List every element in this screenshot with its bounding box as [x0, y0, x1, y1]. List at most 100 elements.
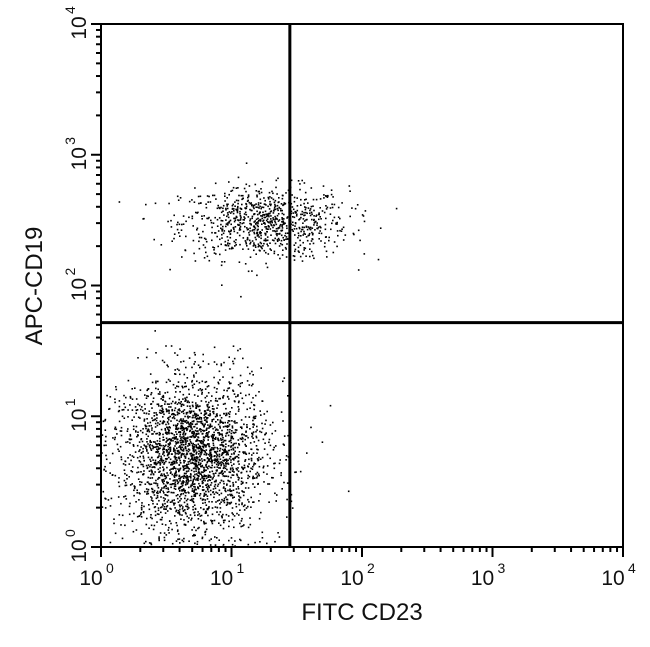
data-point [280, 474, 282, 477]
data-point [261, 427, 264, 430]
data-point [205, 412, 208, 414]
data-point [253, 501, 255, 503]
data-point [227, 489, 229, 492]
data-point [167, 453, 169, 456]
data-point [263, 242, 265, 245]
data-point [157, 456, 160, 458]
data-point [357, 229, 360, 232]
data-point [205, 449, 208, 451]
data-point [231, 376, 234, 379]
data-point [196, 229, 198, 231]
data-point [205, 433, 208, 435]
data-point [207, 490, 210, 493]
data-point [180, 448, 182, 451]
quadrant-gates [101, 24, 623, 547]
data-point [219, 425, 221, 428]
data-point [159, 467, 161, 469]
data-point [114, 474, 117, 477]
data-point [259, 493, 261, 495]
data-point [220, 464, 222, 467]
data-point [253, 408, 255, 411]
data-point [275, 445, 277, 447]
data-point [189, 499, 192, 501]
data-point [235, 413, 237, 415]
data-point [172, 467, 175, 470]
data-point [182, 453, 185, 456]
data-point [219, 472, 221, 474]
data-point [199, 195, 202, 198]
data-point [206, 435, 208, 438]
data-point [319, 198, 322, 200]
data-point [260, 188, 262, 190]
data-point [190, 469, 193, 472]
data-point [192, 386, 194, 389]
data-point [117, 496, 120, 498]
data-point [143, 420, 146, 422]
data-point [161, 506, 163, 508]
data-point [290, 179, 293, 182]
y-tick-exponent: 4 [62, 6, 78, 14]
data-point [209, 453, 211, 455]
data-point [206, 404, 208, 406]
data-point [244, 263, 247, 265]
data-point [191, 404, 194, 407]
data-point [162, 466, 164, 468]
data-point [274, 492, 276, 495]
data-point [179, 480, 181, 482]
data-point [175, 460, 178, 463]
data-point [156, 424, 159, 427]
data-point [173, 456, 176, 458]
data-point [224, 459, 227, 461]
data-point [203, 453, 206, 456]
data-point [156, 449, 159, 451]
data-point [283, 444, 285, 446]
data-point [229, 455, 232, 458]
data-point [225, 496, 227, 498]
data-point [136, 456, 139, 459]
data-point [195, 468, 197, 470]
data-point [193, 493, 196, 496]
data-point [100, 356, 102, 359]
data-point [226, 484, 228, 486]
data-point [203, 520, 205, 523]
data-point [243, 464, 246, 467]
data-point [241, 433, 243, 436]
data-point [204, 451, 207, 454]
data-point [361, 214, 364, 216]
data-point [181, 420, 184, 422]
data-point [303, 226, 306, 229]
data-point [156, 503, 158, 505]
data-point [151, 488, 154, 491]
data-point [310, 187, 313, 189]
data-point [205, 417, 208, 419]
data-point [230, 230, 232, 233]
data-point [312, 242, 315, 245]
data-point [266, 218, 269, 220]
data-point [245, 394, 247, 397]
data-point [182, 492, 185, 495]
data-point [304, 247, 307, 250]
data-point [118, 477, 120, 479]
data-point [305, 219, 307, 221]
data-point [146, 441, 148, 443]
data-point [225, 414, 227, 417]
data-point [228, 381, 230, 383]
data-point [185, 505, 187, 507]
data-point [162, 399, 164, 401]
data-point [104, 507, 107, 509]
data-point [191, 458, 194, 460]
data-point [286, 216, 289, 218]
data-point [158, 471, 160, 473]
data-point [310, 250, 313, 253]
data-point [228, 222, 230, 224]
data-point [174, 474, 177, 477]
data-point [181, 449, 184, 452]
data-point [145, 397, 148, 399]
data-point [269, 203, 271, 205]
data-point [171, 501, 173, 503]
data-point [195, 529, 197, 532]
data-point [185, 482, 187, 484]
data-point [191, 215, 194, 218]
data-point [117, 448, 119, 451]
data-point [260, 234, 262, 237]
